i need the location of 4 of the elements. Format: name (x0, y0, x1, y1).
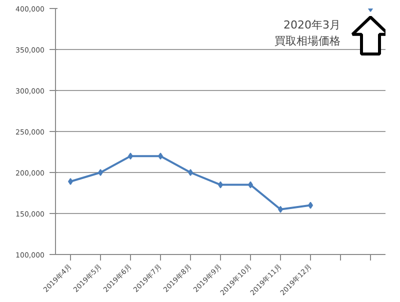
annotation: 買取相場価格 (274, 34, 340, 48)
point (98, 169, 103, 176)
annotation: 2020年3月 (284, 18, 341, 32)
point (188, 169, 193, 176)
